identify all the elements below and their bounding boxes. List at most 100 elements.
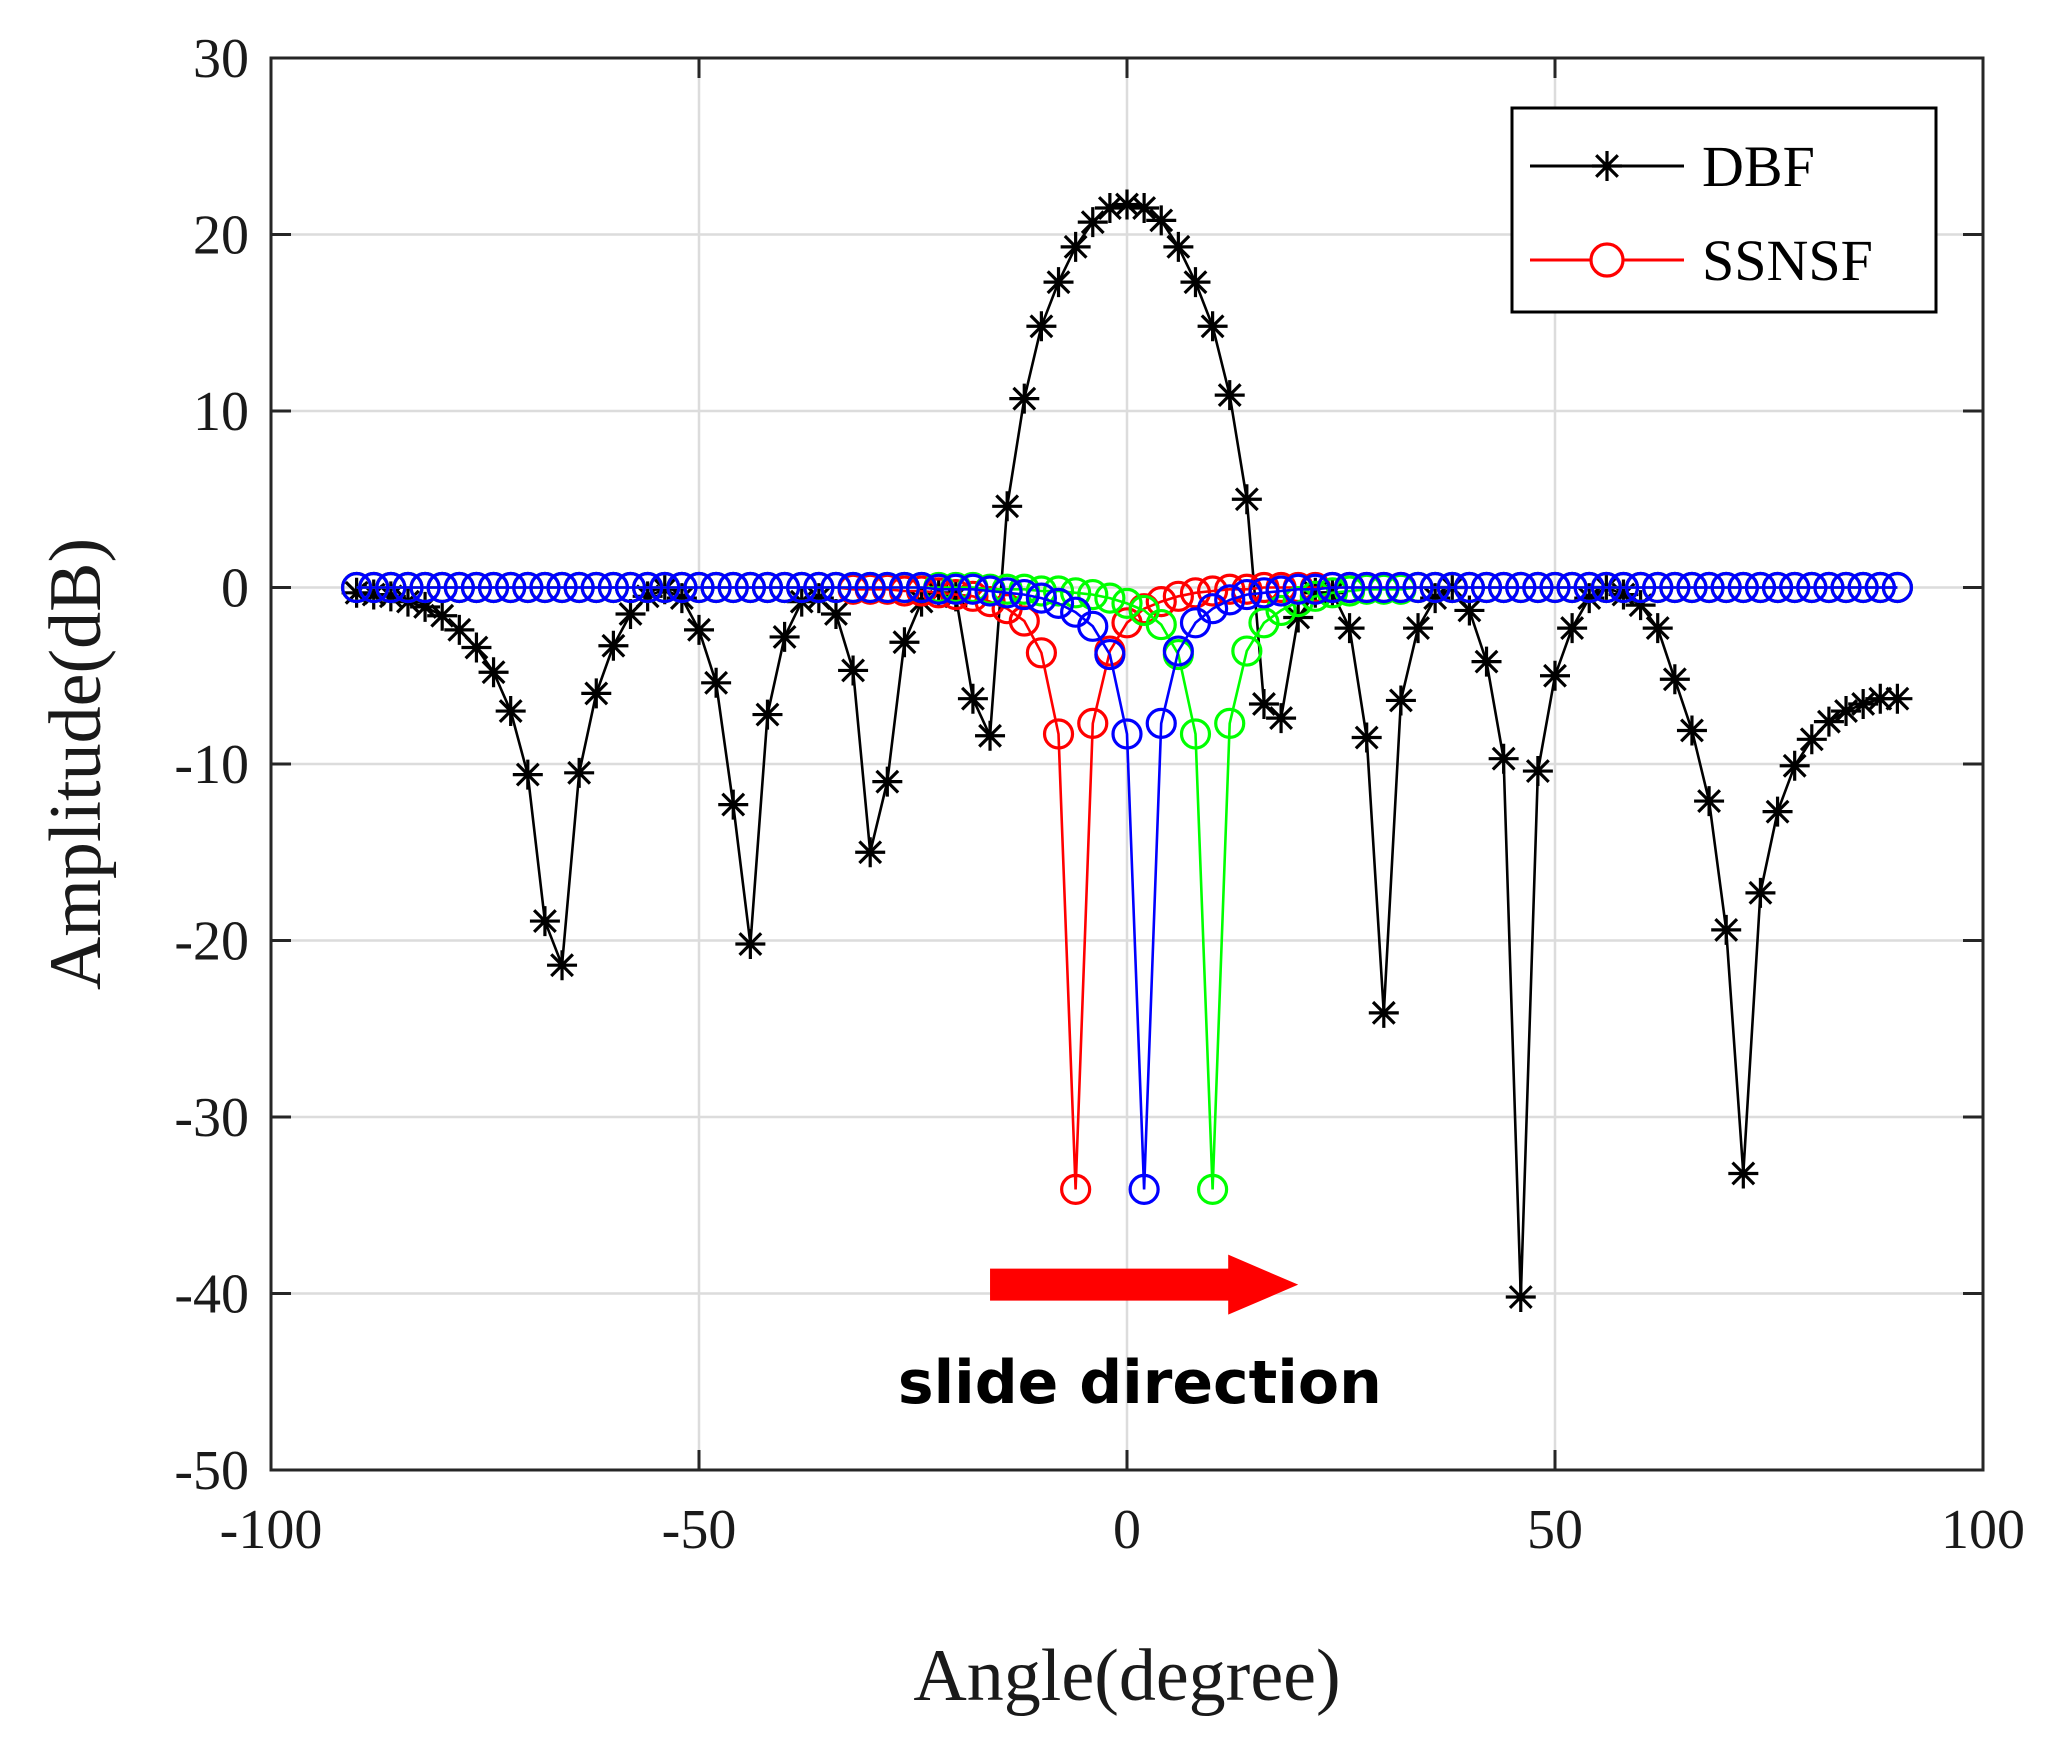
y-tick-label: 30 xyxy=(193,28,249,90)
data-point xyxy=(1831,696,1862,727)
data-point xyxy=(581,678,612,709)
data-point xyxy=(1145,586,1177,618)
data-point xyxy=(683,571,715,604)
data-point xyxy=(1128,1173,1160,1205)
data-point xyxy=(512,571,544,604)
data-point xyxy=(649,571,681,604)
data-point xyxy=(1488,743,1519,774)
data-point xyxy=(1112,189,1142,220)
data-point xyxy=(1111,718,1143,750)
data-point xyxy=(820,598,851,629)
y-tick-label: -50 xyxy=(174,1440,249,1502)
data-point xyxy=(1179,577,1212,609)
data-point xyxy=(461,632,492,663)
data-point xyxy=(1042,587,1075,619)
data-point xyxy=(614,571,647,604)
data-point xyxy=(1590,571,1622,604)
data-point xyxy=(1214,573,1246,605)
data-point xyxy=(1008,578,1040,611)
data-point xyxy=(1231,578,1263,611)
data-point xyxy=(563,571,595,604)
data-point xyxy=(872,766,903,797)
data-point xyxy=(1711,914,1742,945)
data-point xyxy=(1676,571,1708,604)
data-point xyxy=(1864,571,1896,604)
data-point xyxy=(855,837,886,868)
legend-entry-ssnsf: SSNSF xyxy=(1530,228,1873,293)
data-point xyxy=(477,571,510,604)
data-point xyxy=(1694,786,1725,817)
data-point xyxy=(1283,602,1314,633)
x-tick-label: 0 xyxy=(1113,1499,1141,1561)
x-tick-label: -50 xyxy=(662,1499,737,1561)
data-point xyxy=(1300,577,1331,608)
data-point xyxy=(1145,707,1177,740)
data-point xyxy=(854,571,886,604)
data-point xyxy=(1436,571,1468,604)
data-point xyxy=(547,950,578,981)
data-point xyxy=(1299,573,1331,605)
data-point xyxy=(478,657,509,688)
data-point xyxy=(752,699,783,730)
data-point xyxy=(957,683,988,714)
data-point xyxy=(598,630,629,661)
data-point xyxy=(1522,571,1554,604)
data-point xyxy=(1710,571,1742,604)
data-point xyxy=(1351,571,1383,604)
data-point xyxy=(597,571,630,604)
x-tick-label: 100 xyxy=(1941,1499,2025,1561)
data-point xyxy=(1179,718,1212,750)
data-point xyxy=(1060,1173,1092,1205)
data-point xyxy=(358,571,390,604)
data-point xyxy=(768,571,801,604)
data-point xyxy=(1129,193,1160,224)
data-point xyxy=(1162,635,1194,667)
data-point xyxy=(529,571,561,604)
data-point xyxy=(684,614,714,645)
data-point xyxy=(443,571,475,604)
data-point xyxy=(1265,594,1297,627)
data-point xyxy=(1882,683,1913,714)
data-point xyxy=(889,627,920,658)
data-point xyxy=(975,720,1006,751)
data-point xyxy=(1505,571,1537,604)
data-point xyxy=(871,571,903,604)
axes: -100 -50 0 50 100-50-40-30-20-100102030Angle… xyxy=(35,28,2025,1717)
data-point xyxy=(1624,571,1657,604)
data-point xyxy=(1316,571,1349,604)
data-point xyxy=(1453,571,1486,604)
data-point xyxy=(666,571,698,604)
data-point xyxy=(700,571,732,604)
data-point xyxy=(1659,571,1691,604)
data-point xyxy=(666,583,697,614)
data-point xyxy=(1573,571,1605,604)
legend-entry-dbf: DBF xyxy=(1530,134,1815,199)
y-tick-label: 20 xyxy=(193,205,249,267)
data-point xyxy=(837,571,869,604)
data-point xyxy=(1333,571,1366,604)
data-point xyxy=(1042,718,1075,750)
data-point xyxy=(564,757,595,788)
data-point xyxy=(1094,582,1126,614)
data-point xyxy=(769,621,800,652)
data-point xyxy=(1248,577,1280,609)
data-point xyxy=(1454,595,1485,626)
data-point xyxy=(786,571,818,604)
data-point xyxy=(905,571,938,604)
data-point xyxy=(495,571,527,604)
data-point xyxy=(957,573,989,605)
y-tick-label: -20 xyxy=(174,911,249,973)
data-point xyxy=(1009,383,1040,414)
data-point xyxy=(888,571,921,604)
data-point xyxy=(615,598,646,629)
data-point xyxy=(1248,688,1279,719)
y-axis-title: Amplitude(dB) xyxy=(35,538,117,990)
data-point xyxy=(426,571,458,604)
data-point xyxy=(991,577,1023,609)
data-point xyxy=(923,573,955,605)
legend-label: SSNSF xyxy=(1702,228,1873,293)
data-point xyxy=(820,571,852,604)
data-point xyxy=(460,571,493,604)
data-point xyxy=(1813,571,1845,604)
